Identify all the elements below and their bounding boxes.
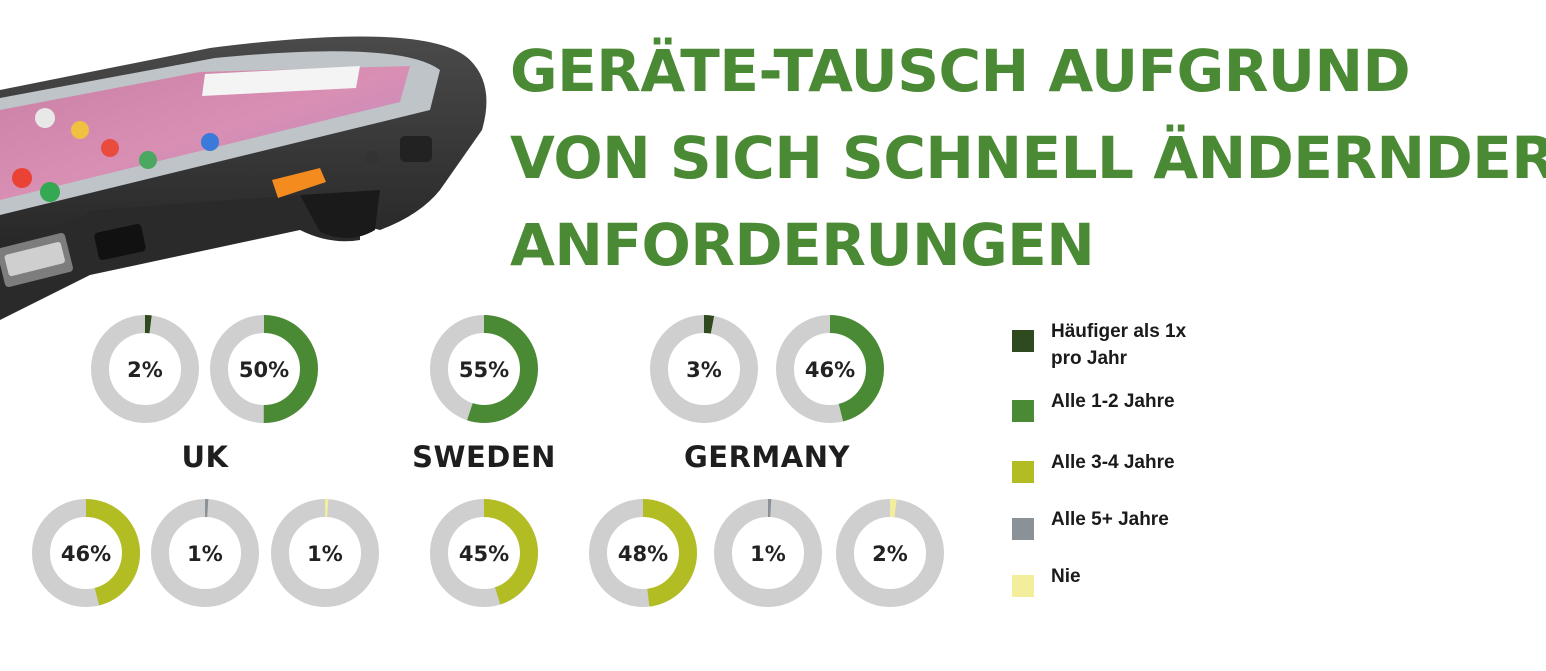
legend-swatch	[1012, 461, 1034, 483]
donut-value-arc	[91, 315, 199, 423]
donut-percent-label: 3%	[686, 358, 722, 382]
legend-item-alle-1-2: Alle 1-2 Jahre	[1012, 388, 1221, 422]
donut-percent-label: 46%	[61, 542, 111, 566]
donut-value-arc	[776, 315, 884, 423]
donut-percent-label: 1%	[750, 542, 786, 566]
legend-label: Alle 3-4 Jahre	[1051, 452, 1175, 473]
donut-value-arc	[32, 499, 140, 607]
donut-uk-0: 2%	[91, 315, 199, 423]
infographic-title: GERÄTE-TAUSCH AUFGRUND VON SICH SCHNELL …	[510, 28, 1546, 289]
donut-germany-2: 48%	[589, 499, 697, 607]
donut-value-arc	[836, 499, 944, 607]
legend-swatch	[1012, 575, 1034, 597]
legend-label: Nie	[1051, 566, 1081, 587]
donut-germany-0: 3%	[650, 315, 758, 423]
donut-percent-label: 2%	[127, 358, 163, 382]
donut-germany-4: 2%	[836, 499, 944, 607]
donut-germany-3: 1%	[714, 499, 822, 607]
legend-label: Alle 1-2 Jahre	[1051, 391, 1175, 412]
title-line-3: ANFORDERUNGEN	[510, 211, 1095, 279]
legend-item-haeufiger: Häufiger als 1x pro Jahr	[1012, 318, 1221, 372]
title-line-1: GERÄTE-TAUSCH AUFGRUND	[510, 37, 1411, 105]
donut-value-arc	[210, 315, 318, 423]
donut-uk-2: 46%	[32, 499, 140, 607]
donut-percent-label: 1%	[307, 542, 343, 566]
legend-item-nie: Nie	[1012, 563, 1221, 597]
donut-uk-4: 1%	[271, 499, 379, 607]
donut-percent-label: 1%	[187, 542, 223, 566]
legend-label: Alle 5+ Jahre	[1051, 509, 1169, 530]
title-line-2: VON SICH SCHNELL ÄNDERNDER	[510, 124, 1546, 192]
rugged-handheld-device-illustration	[0, 36, 487, 320]
donut-percent-label: 55%	[459, 358, 509, 382]
donut-percent-label: 50%	[239, 358, 289, 382]
donut-value-arc	[650, 315, 758, 423]
donut-value-arc	[151, 499, 259, 607]
legend-item-alle-3-4: Alle 3-4 Jahre	[1012, 449, 1221, 483]
donut-percent-label: 2%	[872, 542, 908, 566]
donut-value-arc	[589, 499, 697, 607]
country-label-sweden: SWEDEN	[412, 440, 556, 474]
donut-percent-label: 46%	[805, 358, 855, 382]
donut-value-arc	[430, 499, 538, 607]
country-label-germany: GERMANY	[683, 440, 851, 474]
donut-uk-3: 1%	[151, 499, 259, 607]
country-label-uk: UK	[181, 440, 229, 474]
donut-percent-label: 48%	[618, 542, 668, 566]
legend-swatch	[1012, 330, 1034, 352]
donut-uk-1: 50%	[210, 315, 318, 423]
donut-value-arc	[714, 499, 822, 607]
legend-item-alle-5plus: Alle 5+ Jahre	[1012, 506, 1221, 540]
donut-charts: 2% 50% 46% 1% 1% 55% 45% 3% 46% 48% 1% 2%	[32, 315, 944, 607]
legend-swatch	[1012, 400, 1034, 422]
donut-sweden-1: 45%	[430, 499, 538, 607]
donut-germany-1: 46%	[776, 315, 884, 423]
legend-label: Häufiger als 1x pro Jahr	[1051, 321, 1187, 369]
donut-sweden-0: 55%	[430, 315, 538, 423]
donut-value-arc	[430, 315, 538, 423]
donut-value-arc	[271, 499, 379, 607]
legend-swatch	[1012, 518, 1034, 540]
donut-percent-label: 45%	[459, 542, 509, 566]
